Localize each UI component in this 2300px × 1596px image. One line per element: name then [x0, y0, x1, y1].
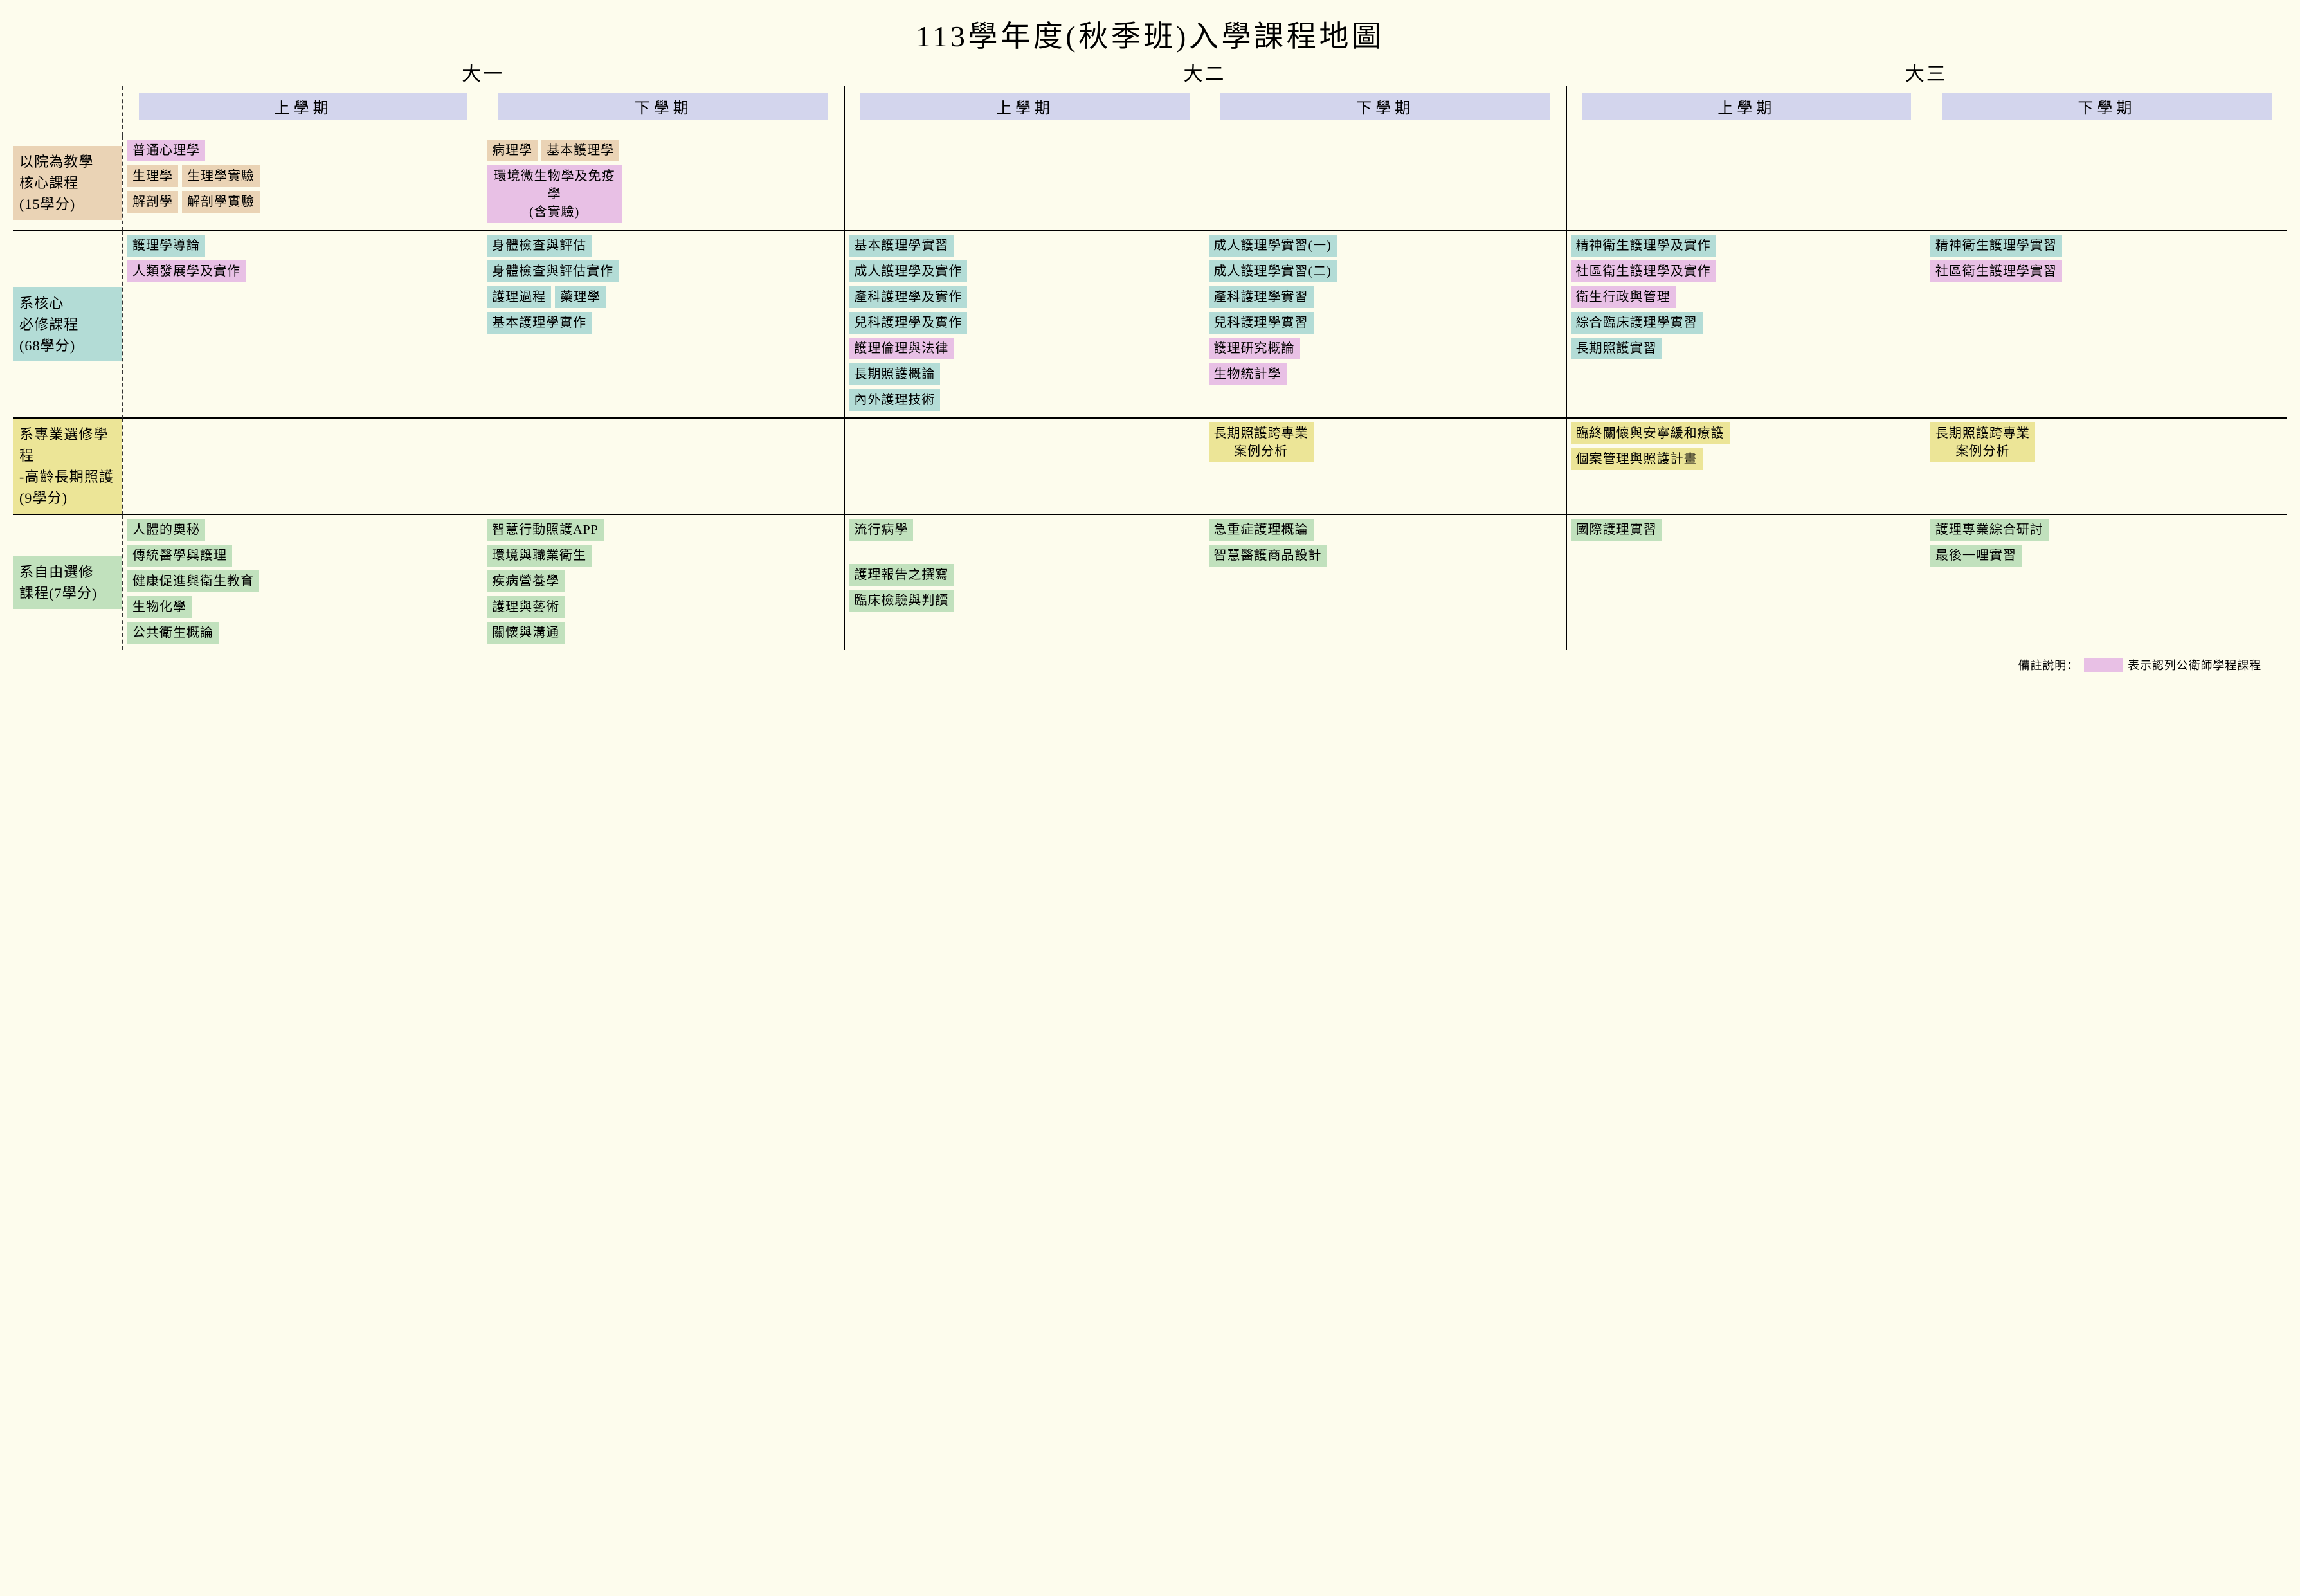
sem-3: 上學期 [860, 93, 1189, 120]
year-1: 大一 [122, 58, 844, 86]
course: 成人護理學實習(二) [1209, 260, 1337, 282]
course: 普通心理學 [127, 140, 205, 161]
course: 生理學實驗 [182, 165, 260, 187]
course: 臨終關懷與安寧緩和療護 [1571, 422, 1730, 444]
course: 環境與職業衛生 [487, 545, 592, 567]
course: 內外護理技術 [849, 389, 940, 411]
course: 藥理學 [555, 286, 606, 308]
course: 基本護理學 [541, 140, 619, 161]
course: 產科護理學及實作 [849, 286, 967, 308]
course: 護理報告之撰寫 [849, 564, 954, 586]
course: 病理學 [487, 140, 538, 161]
course: 長期照護概論 [849, 363, 940, 385]
course: 產科護理學實習 [1209, 286, 1314, 308]
footer-label: 備註說明： [2018, 657, 2079, 673]
course: 智慧行動照護APP [487, 519, 604, 541]
sem-2: 下學期 [498, 93, 828, 120]
course: 急重症護理概論 [1209, 519, 1314, 541]
course: 兒科護理學實習 [1209, 312, 1314, 334]
course: 綜合臨床護理學實習 [1571, 312, 1703, 334]
course: 最後一哩實習 [1930, 545, 2022, 567]
course: 生物化學 [127, 596, 192, 618]
course: 長期照護跨專業 案例分析 [1209, 422, 1314, 462]
sem-5: 上學期 [1582, 93, 1911, 120]
course-map-grid: 上學期 下學期 上學期 下學期 上學期 下學期 以院為教學 核心課程 (15學分… [13, 86, 2287, 650]
course: 解剖學 [127, 191, 178, 213]
course: 流行病學 [849, 519, 913, 541]
course: 護理與藝術 [487, 596, 565, 618]
course: 護理倫理與法律 [849, 338, 954, 359]
course: 兒科護理學及實作 [849, 312, 967, 334]
legend-swatch-pink [2084, 658, 2123, 672]
course: 個案管理與照護計畫 [1571, 448, 1703, 470]
footer-note: 備註說明： 表示認列公衛師學程課程 [13, 657, 2261, 673]
course: 基本護理學實習 [849, 235, 954, 257]
course: 精神衛生護理學實習 [1930, 235, 2062, 257]
course: 護理學導論 [127, 235, 205, 257]
sem-1: 上學期 [139, 93, 467, 120]
row-label-dept-required: 系核心 必修課程 (68學分) [13, 287, 122, 361]
course: 衛生行政與管理 [1571, 286, 1676, 308]
course: 護理研究概論 [1209, 338, 1300, 359]
course: 身體檢查與評估實作 [487, 260, 619, 282]
course: 傳統醫學與護理 [127, 545, 232, 567]
course: 護理過程 [487, 286, 551, 308]
course: 精神衛生護理學及實作 [1571, 235, 1716, 257]
course: 疾病營養學 [487, 570, 565, 592]
footer-text: 表示認列公衛師學程課程 [2128, 657, 2261, 673]
course: 人類發展學及實作 [127, 260, 246, 282]
course: 社區衛生護理學實習 [1930, 260, 2062, 282]
year-header-row: 大一 大二 大三 [122, 58, 2287, 86]
course: 生理學 [127, 165, 178, 187]
course: 護理專業綜合研討 [1930, 519, 2049, 541]
course: 健康促進與衛生教育 [127, 570, 259, 592]
course: 成人護理學及實作 [849, 260, 967, 282]
course: 國際護理實習 [1571, 519, 1662, 541]
row-label-prof-elective: 系專業選修學程 -高齡長期照護 (9學分) [13, 419, 122, 514]
year-3: 大三 [1566, 58, 2287, 86]
course: 基本護理學實作 [487, 312, 592, 334]
course: 環境微生物學及免疫學 (含實驗) [487, 165, 622, 223]
course: 人體的奧秘 [127, 519, 205, 541]
course: 社區衛生護理學及實作 [1571, 260, 1716, 282]
course: 生物統計學 [1209, 363, 1287, 385]
course: 智慧醫護商品設計 [1209, 545, 1327, 567]
course: 成人護理學實習(一) [1209, 235, 1337, 257]
course: 身體檢查與評估 [487, 235, 592, 257]
course: 臨床檢驗與判讀 [849, 590, 954, 612]
sem-6: 下學期 [1942, 93, 2272, 120]
year-2: 大二 [844, 58, 1565, 86]
sem-4: 下學期 [1220, 93, 1550, 120]
course: 關懷與溝通 [487, 622, 565, 644]
course: 公共衛生概論 [127, 622, 219, 644]
course: 解剖學實驗 [182, 191, 260, 213]
course: 長期照護跨專業 案例分析 [1930, 422, 2035, 462]
row-label-core-college: 以院為教學 核心課程 (15學分) [13, 146, 122, 220]
course: 長期照護實習 [1571, 338, 1662, 359]
row-label-free-elective: 系自由選修 課程(7學分) [13, 556, 122, 609]
page-title: 113學年度(秋季班)入學課程地圖 [13, 13, 2287, 55]
